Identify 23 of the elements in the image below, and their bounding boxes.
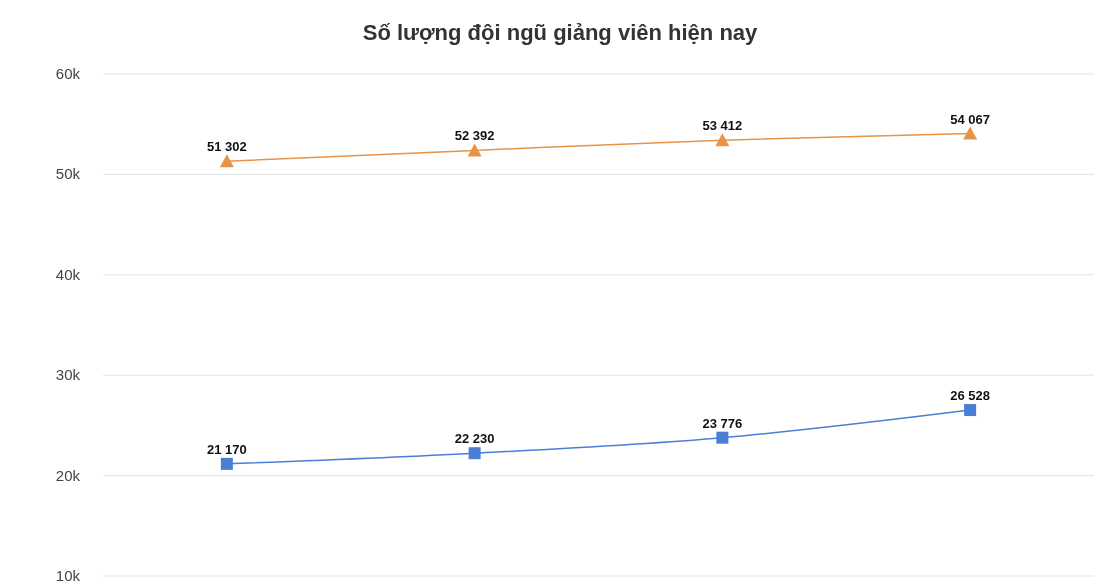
data-label: 23 776 xyxy=(702,415,743,431)
point xyxy=(467,143,482,157)
point xyxy=(220,457,233,470)
y-tick-label: 40k xyxy=(55,265,81,283)
y-tick-label: 20k xyxy=(55,466,81,484)
data-label: 52 392 xyxy=(454,128,495,144)
y-tick-label: 10k xyxy=(55,567,81,584)
point xyxy=(468,447,481,460)
y-tick-label: 60k xyxy=(55,65,81,82)
data-label: 22 230 xyxy=(454,431,495,447)
chart-title: Số lượng đội ngũ giảng viên hiện nay xyxy=(362,20,759,45)
data-label: 21 170 xyxy=(206,441,247,457)
data-label: 54 067 xyxy=(950,111,991,127)
point xyxy=(715,133,730,147)
data-label: 26 528 xyxy=(950,388,991,404)
data-label: 51 302 xyxy=(206,139,247,155)
point xyxy=(963,126,978,140)
point xyxy=(716,431,729,444)
point xyxy=(964,404,977,417)
data-label: 53 412 xyxy=(702,118,743,134)
y-tick-label: 30k xyxy=(55,366,81,384)
point xyxy=(219,154,234,168)
y-tick-label: 50k xyxy=(55,165,81,183)
